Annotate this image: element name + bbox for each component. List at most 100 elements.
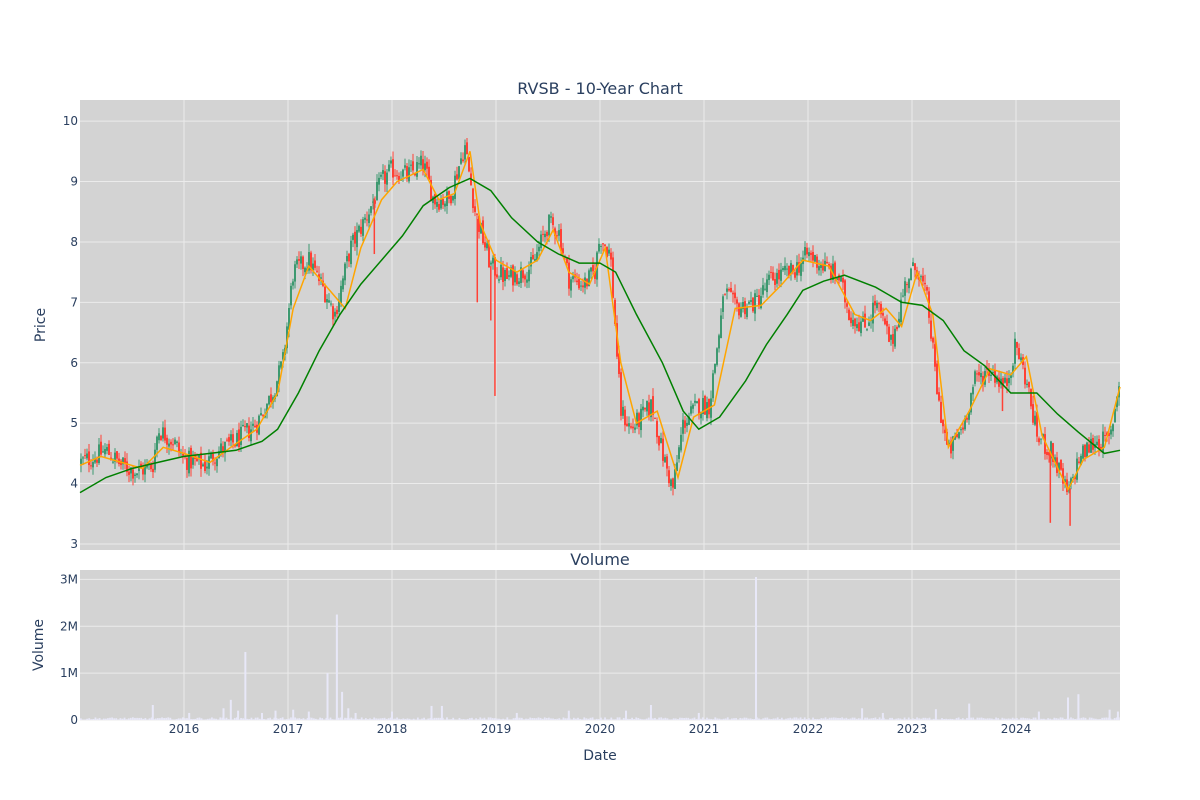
volume-bar — [169, 717, 172, 720]
candle-body — [126, 461, 128, 473]
candle-body — [544, 233, 546, 238]
volume-bar — [294, 717, 297, 720]
volume-bar — [901, 719, 904, 720]
candle-body — [424, 163, 426, 171]
candle-body — [524, 275, 526, 280]
candle-body — [652, 396, 654, 415]
volume-bar — [1111, 719, 1114, 720]
candle-body — [1062, 468, 1064, 484]
volume-bar — [943, 719, 945, 720]
candle-body — [300, 256, 302, 264]
candle-body — [796, 262, 798, 276]
volume-bar — [986, 718, 989, 720]
volume-bar — [654, 717, 656, 720]
volume-bar — [414, 719, 417, 720]
candle-body — [116, 451, 118, 459]
volume-bar — [1113, 717, 1116, 720]
volume-bar — [1063, 718, 1066, 720]
candle-body — [144, 464, 146, 475]
volume-bar — [506, 717, 509, 720]
candle-body — [412, 161, 414, 171]
candle-body — [956, 434, 958, 437]
volume-bar — [466, 718, 469, 720]
candle-body — [468, 156, 470, 172]
candle-body — [434, 194, 436, 205]
volume-bar — [510, 719, 513, 720]
candle-body — [1044, 434, 1046, 454]
volume-bar — [483, 717, 486, 720]
candle-body — [1112, 424, 1114, 432]
x-tick-label: 2016 — [169, 722, 200, 736]
candle-body — [498, 279, 500, 281]
candle-body — [484, 242, 486, 248]
candle-body — [606, 246, 608, 257]
volume-bar — [377, 718, 380, 720]
volume-bar — [489, 717, 492, 720]
candle-body — [866, 329, 868, 331]
volume-bar — [283, 719, 286, 720]
candle-body — [304, 267, 306, 273]
candle-body — [734, 292, 736, 299]
candle-body — [980, 372, 982, 378]
volume-bar — [225, 717, 228, 720]
volume-spike-bar — [1108, 709, 1111, 720]
volume-bar — [772, 718, 775, 720]
candle-body — [344, 263, 346, 281]
volume-bar — [265, 719, 267, 720]
candle-body — [814, 254, 816, 262]
candle-body — [482, 220, 484, 244]
candle-body — [348, 253, 350, 262]
candle-body — [376, 181, 378, 201]
volume-bar — [1095, 718, 1097, 720]
volume-bar — [916, 717, 918, 720]
volume-bar — [1065, 718, 1068, 720]
candle-body — [366, 219, 368, 221]
candle-body — [940, 401, 942, 423]
volume-bar — [887, 719, 889, 720]
volume-bar — [1007, 718, 1010, 720]
long-moving-average-line — [79, 177, 1121, 494]
candle-body — [964, 417, 966, 430]
volume-bar — [1045, 719, 1047, 720]
candle-body — [818, 266, 820, 271]
volume-bar — [820, 718, 823, 720]
volume-bar — [529, 717, 532, 720]
volume-bar — [822, 718, 825, 720]
candle-body — [414, 173, 416, 176]
volume-bar — [766, 717, 769, 720]
candle-body — [282, 352, 284, 360]
candle-body — [462, 159, 464, 162]
volume-bar — [741, 718, 744, 720]
candle-body — [1002, 378, 1004, 385]
candle-body — [360, 226, 362, 234]
candle-body — [174, 439, 176, 444]
volume-bar — [373, 717, 376, 720]
x-tick-label: 2017 — [273, 722, 304, 736]
volume-bar — [947, 719, 950, 720]
candle-body — [754, 293, 756, 314]
volume-bar — [1088, 717, 1091, 720]
candle-body — [604, 244, 606, 246]
candle-body — [210, 452, 212, 459]
volume-bar — [1082, 717, 1085, 720]
candle-body — [302, 256, 304, 269]
volume-spike-bar — [229, 699, 232, 720]
candle-body — [444, 203, 446, 207]
volume-bar — [776, 717, 779, 720]
volume-bar — [668, 719, 671, 720]
volume-bar — [739, 717, 742, 720]
candle-body — [750, 300, 752, 302]
volume-bar — [198, 717, 201, 720]
candle-body — [938, 392, 940, 401]
candle-body — [1020, 357, 1022, 361]
volume-bar — [841, 717, 844, 720]
candle-body — [406, 166, 408, 179]
volume-bar — [246, 718, 249, 720]
candle-body — [380, 174, 382, 177]
candle-body — [882, 313, 884, 316]
volume-bar — [500, 719, 502, 720]
x-axis-title: Date — [583, 748, 616, 764]
candle-body — [710, 398, 712, 418]
candle-body — [98, 444, 100, 464]
candle-body — [378, 177, 380, 185]
